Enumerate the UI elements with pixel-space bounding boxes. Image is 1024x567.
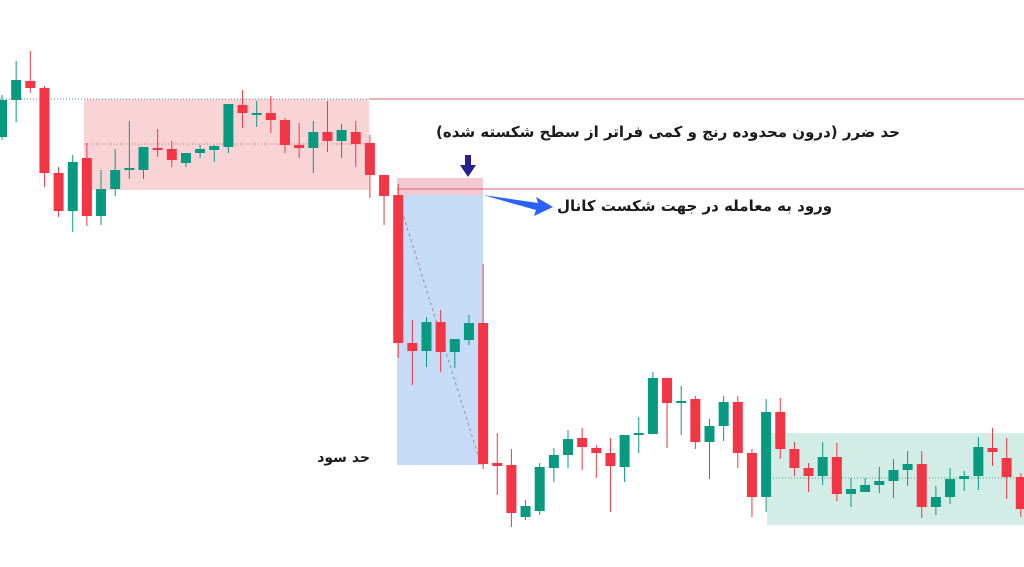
candle-body xyxy=(478,323,489,464)
candle-body xyxy=(364,143,375,175)
candle-body xyxy=(407,343,418,351)
candle-body xyxy=(110,170,121,189)
candle-body xyxy=(916,464,927,507)
candle-body xyxy=(449,339,460,352)
candle-body xyxy=(959,476,970,479)
candle-body xyxy=(237,105,248,113)
candle-body xyxy=(209,146,220,150)
candle-body xyxy=(789,449,800,468)
candle-body xyxy=(506,465,517,513)
candle-body xyxy=(96,189,107,216)
candle-body xyxy=(280,120,290,145)
candle-body xyxy=(945,479,956,497)
candle-body xyxy=(973,447,984,476)
candle-body xyxy=(874,481,885,485)
candle-body xyxy=(294,145,305,148)
candle-body xyxy=(591,448,602,453)
candle-body xyxy=(563,439,573,455)
zones-layer xyxy=(0,98,1024,525)
candle-body xyxy=(662,378,673,403)
candle-body xyxy=(534,467,545,511)
candle-body xyxy=(463,323,474,340)
candle-body xyxy=(732,402,743,453)
candle-body xyxy=(902,464,913,470)
candle-body xyxy=(0,100,7,137)
candles-layer xyxy=(0,51,1024,527)
candle-body xyxy=(251,113,262,115)
candle-body xyxy=(746,453,757,497)
take-profit-annotation: حد سود xyxy=(317,450,370,466)
candle-body xyxy=(124,168,135,170)
candle-body xyxy=(520,506,531,517)
down-arrow-icon xyxy=(460,165,476,177)
candle-body xyxy=(152,148,163,150)
overlay-layer xyxy=(460,155,553,216)
candle-body xyxy=(322,132,333,141)
candle-body xyxy=(803,468,814,476)
candle-body xyxy=(860,485,871,492)
candle-body xyxy=(223,104,234,147)
stop-loss-zone xyxy=(397,178,483,195)
candle-body xyxy=(492,463,503,466)
candle-body xyxy=(180,153,191,163)
candle-body xyxy=(166,149,177,160)
candle-body xyxy=(704,426,715,442)
candle-body xyxy=(350,132,361,144)
candle-body xyxy=(336,130,347,141)
trade-diagonal-line xyxy=(399,204,479,456)
candle-body xyxy=(25,81,36,88)
candle-body xyxy=(435,322,446,352)
candle-body xyxy=(577,438,588,447)
candle-body xyxy=(53,173,64,211)
candle-body xyxy=(987,448,998,452)
candle-body xyxy=(930,497,941,507)
candle-body xyxy=(548,455,559,468)
candle-body xyxy=(718,402,729,426)
entry-arrow-icon xyxy=(483,195,553,216)
entry-annotation: ورود به معامله در جهت شکست کانال xyxy=(557,197,833,215)
candle-body xyxy=(308,132,319,148)
candle-body xyxy=(421,322,432,351)
candle-body xyxy=(831,457,842,494)
candle-body xyxy=(605,453,616,466)
candle-body xyxy=(67,162,78,211)
candle-body xyxy=(817,457,828,476)
candle-body xyxy=(1001,458,1012,477)
candle-body xyxy=(379,175,390,196)
candle-body xyxy=(761,412,772,497)
candle-body xyxy=(647,378,658,434)
candle-body xyxy=(138,147,149,170)
candle-body xyxy=(195,149,206,153)
candle-body xyxy=(39,88,50,173)
candle-body xyxy=(846,489,856,494)
stop-loss-annotation: حد ضرر (درون محدوده رنج و کمی فراتر از س… xyxy=(436,123,900,141)
candle-body xyxy=(633,433,644,435)
candle-body xyxy=(393,195,404,343)
candle-body xyxy=(11,80,22,100)
down-arrow-icon-shaft xyxy=(465,155,471,166)
candle-body xyxy=(888,470,899,481)
candle-body xyxy=(775,412,786,449)
candle-body xyxy=(265,113,276,120)
candle-body xyxy=(81,158,92,216)
candle-body xyxy=(676,401,687,403)
candle-body xyxy=(619,435,630,467)
candle-body xyxy=(690,399,701,442)
candle-body xyxy=(1015,477,1024,509)
